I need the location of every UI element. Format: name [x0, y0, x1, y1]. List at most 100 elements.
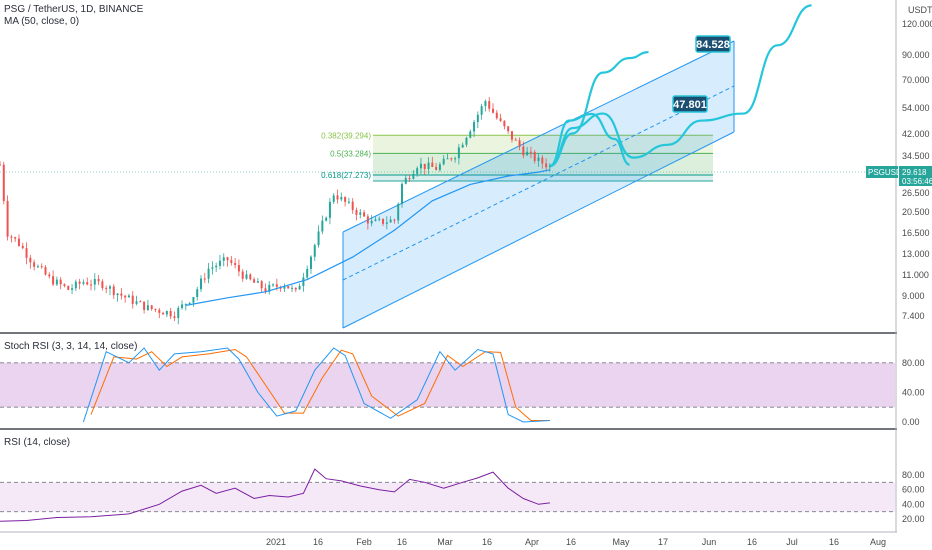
projection-path — [549, 112, 630, 168]
ma50-line — [185, 169, 551, 306]
candle-body — [370, 220, 373, 224]
time-tick-label: 16 — [566, 537, 576, 547]
target-badges[interactable]: 84.528 47.801 — [672, 35, 731, 113]
candle-body — [313, 245, 316, 257]
price-tick-label: 42.000 — [902, 129, 930, 139]
candle-body — [78, 281, 81, 284]
candle-body — [272, 284, 275, 286]
candle-body — [366, 216, 369, 224]
candle-body — [469, 131, 472, 138]
candle-body — [124, 295, 127, 298]
price-tick-label: 54.000 — [902, 103, 930, 113]
candle-body — [222, 257, 225, 261]
candle-body — [325, 217, 328, 221]
symbol-tag — [866, 166, 898, 178]
candle-body — [177, 307, 180, 319]
candle-body — [86, 282, 89, 285]
candle-body — [52, 276, 55, 285]
candle-body — [143, 301, 146, 310]
candle-body — [461, 144, 464, 148]
target-badge — [695, 35, 731, 53]
time-tick-label: 2021 — [266, 537, 286, 547]
candle-body — [127, 295, 130, 298]
candle-body — [306, 268, 309, 278]
candle-body — [526, 151, 529, 156]
rsi-tick-label: 20.00 — [902, 514, 925, 524]
candle-body — [363, 212, 366, 217]
candle-body — [139, 301, 142, 303]
candle-body — [71, 288, 74, 290]
candle-body — [309, 256, 312, 269]
price-tick-label: 26.500 — [902, 188, 930, 198]
chart-title: PSG / TetherUS, 1D, BINANCE — [4, 4, 144, 15]
candle-body — [400, 183, 403, 204]
candle-body — [419, 163, 422, 169]
candle-body — [215, 265, 218, 268]
candle-body — [495, 112, 498, 119]
price-tick-label: 9.000 — [902, 291, 925, 301]
price-tick-label: 20.500 — [902, 207, 930, 217]
candle-body — [522, 146, 525, 156]
candle-body — [317, 231, 320, 246]
candle-body — [275, 284, 278, 287]
stoch-tick-label: 0.00 — [902, 417, 920, 427]
candle-body — [48, 274, 51, 277]
target-badge-label: 47.801 — [673, 99, 707, 111]
candle-body — [454, 158, 457, 160]
candle-body — [116, 293, 119, 296]
candle-body — [510, 131, 513, 140]
candle-body — [287, 286, 290, 289]
time-tick-label: 16 — [747, 537, 757, 547]
candle-body — [241, 271, 244, 279]
candle-body — [264, 288, 267, 292]
candle-body — [389, 219, 392, 223]
candle-body — [427, 162, 430, 170]
stoch-pane-title: Stoch RSI (3, 3, 14, 14, close) — [4, 341, 137, 352]
candle-body — [158, 309, 161, 313]
rsi-pane — [0, 468, 895, 522]
candle-body — [131, 295, 134, 304]
price-tick-label: 120.0000 — [902, 19, 932, 29]
parallel-channel[interactable] — [342, 40, 735, 329]
candle-body — [196, 289, 199, 298]
candle-body — [412, 173, 415, 179]
candle-body — [253, 279, 256, 283]
candle-body — [97, 279, 100, 282]
candle-body — [211, 267, 214, 269]
ma50-series — [185, 169, 551, 306]
price-axis-currency: USDT — [908, 5, 932, 15]
candle-body — [404, 178, 407, 184]
candle-body — [169, 311, 172, 317]
candle-body — [378, 218, 381, 220]
candle-body — [150, 305, 153, 309]
candle-body — [457, 147, 460, 159]
projection-paths[interactable] — [549, 4, 812, 168]
candle-body — [442, 158, 445, 165]
price-tick-label: 11.000 — [902, 270, 929, 280]
rsi-tick-label: 40.00 — [902, 499, 925, 509]
candle-body — [488, 101, 491, 109]
time-tick-label: Apr — [525, 537, 539, 547]
time-tick-label: Aug — [870, 537, 886, 547]
candle-body — [6, 200, 9, 237]
candle-body — [67, 285, 70, 290]
candle-body — [446, 158, 449, 160]
candle-body — [226, 257, 229, 261]
candle-body — [473, 122, 476, 132]
candle-body — [33, 262, 36, 267]
price-tag — [899, 166, 932, 186]
candle-body — [336, 195, 339, 200]
candle-body — [514, 139, 517, 141]
candle-body — [291, 287, 294, 289]
candle-body — [40, 266, 43, 268]
time-tick-label: 16 — [482, 537, 492, 547]
time-tick-label: 16 — [397, 537, 407, 547]
candle-body — [36, 266, 39, 268]
candle-body — [105, 288, 108, 290]
candle-body — [340, 197, 343, 200]
stoch-tick-label: 80.00 — [902, 358, 925, 368]
candle-body — [260, 281, 263, 289]
